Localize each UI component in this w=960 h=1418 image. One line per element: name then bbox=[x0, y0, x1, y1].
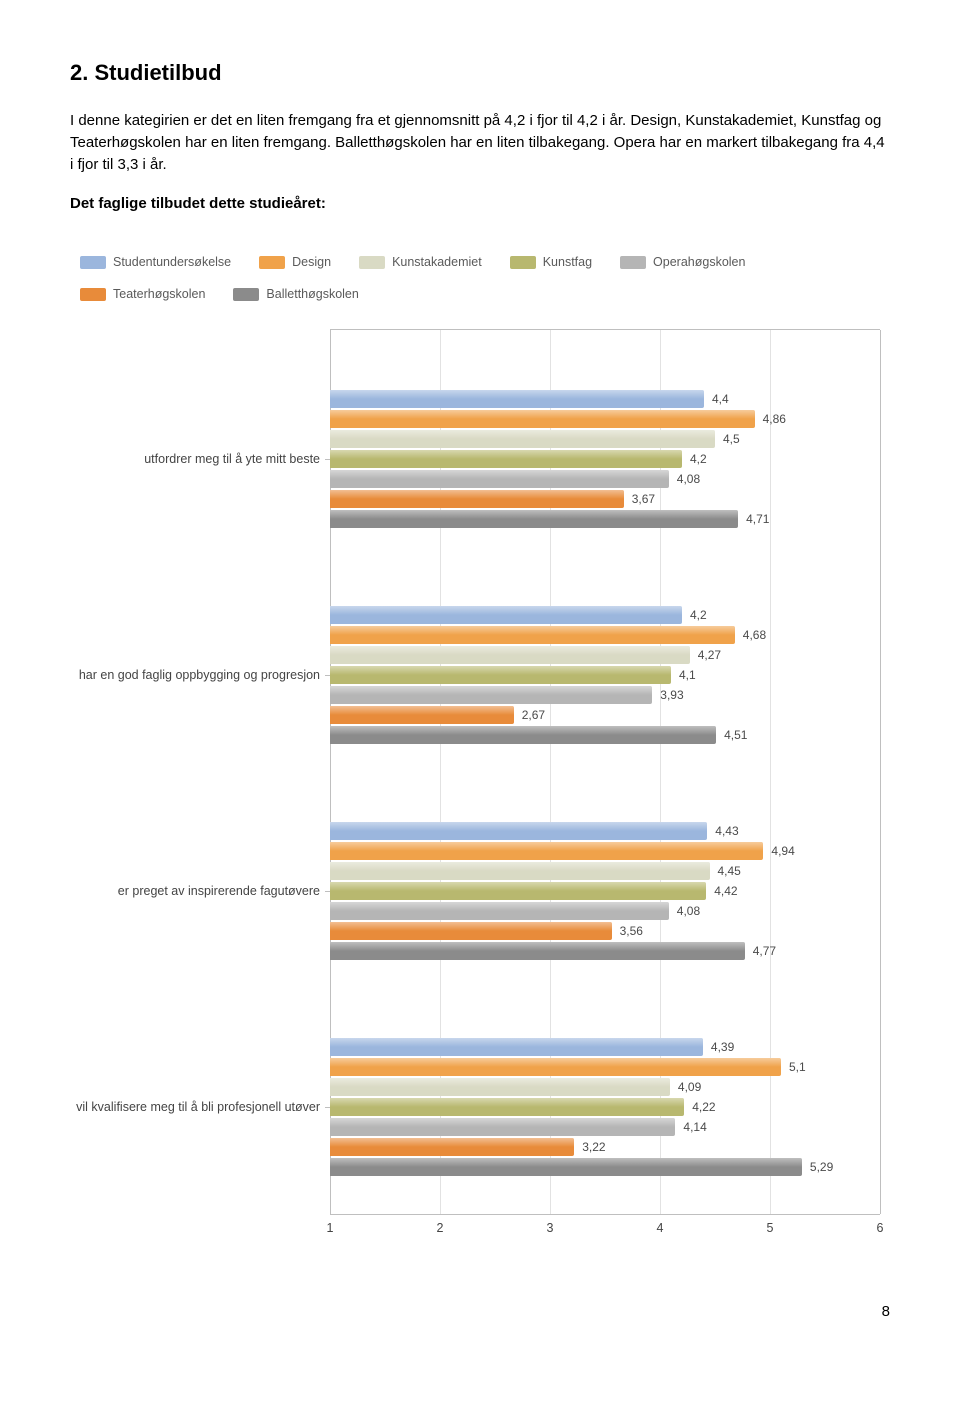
bar: 4,2 bbox=[330, 450, 682, 468]
bar: 4,86 bbox=[330, 410, 755, 428]
x-tick-label: 3 bbox=[547, 1221, 554, 1235]
chart-x-axis: 123456 bbox=[330, 1215, 880, 1243]
bar-value-label: 4,71 bbox=[738, 512, 769, 526]
legend-label: Operahøgskolen bbox=[653, 255, 745, 269]
bar-group: utfordrer meg til å yte mitt beste4,44,8… bbox=[330, 390, 880, 530]
chart-container: Studentundersøkelse Design Kunstakademiet K… bbox=[70, 255, 890, 1243]
chart-legend: Studentundersøkelse Design Kunstakademiet K… bbox=[80, 255, 890, 301]
bar-value-label: 5,1 bbox=[781, 1060, 806, 1074]
bar-value-label: 3,56 bbox=[612, 924, 643, 938]
x-tick-label: 5 bbox=[767, 1221, 774, 1235]
legend-item: Teaterhøgskolen bbox=[80, 287, 205, 301]
bar: 4,45 bbox=[330, 862, 710, 880]
legend-item: Balletthøgskolen bbox=[233, 287, 358, 301]
bar: 2,67 bbox=[330, 706, 514, 724]
section-heading: 2. Studietilbud bbox=[70, 60, 890, 86]
bar: 4,51 bbox=[330, 726, 716, 744]
bar-value-label: 4,08 bbox=[669, 904, 700, 918]
legend-swatch bbox=[80, 288, 106, 301]
category-label: har en god faglig oppbygging og progresj… bbox=[70, 668, 330, 682]
legend-label: Design bbox=[292, 255, 331, 269]
legend-item: Kunstfag bbox=[510, 255, 592, 269]
bar: 3,93 bbox=[330, 686, 652, 704]
bar: 4,94 bbox=[330, 842, 763, 860]
bar-value-label: 3,22 bbox=[574, 1140, 605, 1154]
bar-value-label: 4,86 bbox=[755, 412, 786, 426]
bar-value-label: 5,29 bbox=[802, 1160, 833, 1174]
bar: 5,29 bbox=[330, 1158, 802, 1176]
bar: 4,27 bbox=[330, 646, 690, 664]
x-tick-label: 1 bbox=[327, 1221, 334, 1235]
bar-value-label: 4,4 bbox=[704, 392, 729, 406]
bar-value-label: 2,67 bbox=[514, 708, 545, 722]
bar: 4,09 bbox=[330, 1078, 670, 1096]
bar: 4,14 bbox=[330, 1118, 675, 1136]
bar-value-label: 4,51 bbox=[716, 728, 747, 742]
bar: 4,22 bbox=[330, 1098, 684, 1116]
legend-label: Balletthøgskolen bbox=[266, 287, 358, 301]
legend-item: Kunstakademiet bbox=[359, 255, 482, 269]
bar-value-label: 4,09 bbox=[670, 1080, 701, 1094]
bar-group: har en god faglig oppbygging og progresj… bbox=[330, 606, 880, 746]
legend-item: Design bbox=[259, 255, 331, 269]
bar-value-label: 3,93 bbox=[652, 688, 683, 702]
bar-value-label: 4,2 bbox=[682, 452, 707, 466]
bar-value-label: 4,39 bbox=[703, 1040, 734, 1054]
bar: 4,77 bbox=[330, 942, 745, 960]
legend-label: Kunstfag bbox=[543, 255, 592, 269]
legend-swatch bbox=[510, 256, 536, 269]
bar: 3,67 bbox=[330, 490, 624, 508]
bar-group: er preget av inspirerende fagutøvere4,43… bbox=[330, 822, 880, 962]
bar: 4,43 bbox=[330, 822, 707, 840]
bar-value-label: 4,45 bbox=[710, 864, 741, 878]
legend-label: Studentundersøkelse bbox=[113, 255, 231, 269]
legend-swatch bbox=[233, 288, 259, 301]
bar: 4,08 bbox=[330, 902, 669, 920]
bar-value-label: 4,08 bbox=[669, 472, 700, 486]
x-tick-label: 4 bbox=[657, 1221, 664, 1235]
bar: 4,39 bbox=[330, 1038, 703, 1056]
bar-group: vil kvalifisere meg til å bli profesjone… bbox=[330, 1038, 880, 1178]
intro-paragraph: I denne kategirien er det en liten fremg… bbox=[70, 110, 890, 175]
bar-value-label: 4,94 bbox=[763, 844, 794, 858]
x-tick-label: 2 bbox=[437, 1221, 444, 1235]
bar-value-label: 4,68 bbox=[735, 628, 766, 642]
bar-value-label: 4,27 bbox=[690, 648, 721, 662]
bar-value-label: 4,14 bbox=[675, 1120, 706, 1134]
legend-swatch bbox=[259, 256, 285, 269]
bar-value-label: 4,77 bbox=[745, 944, 776, 958]
legend-item: Studentundersøkelse bbox=[80, 255, 231, 269]
legend-label: Teaterhøgskolen bbox=[113, 287, 205, 301]
legend-swatch bbox=[620, 256, 646, 269]
bar: 4,5 bbox=[330, 430, 715, 448]
bar-value-label: 3,67 bbox=[624, 492, 655, 506]
page-number: 8 bbox=[70, 1303, 890, 1320]
bar: 4,42 bbox=[330, 882, 706, 900]
bar: 5,1 bbox=[330, 1058, 781, 1076]
legend-label: Kunstakademiet bbox=[392, 255, 482, 269]
category-label: vil kvalifisere meg til å bli profesjone… bbox=[70, 1100, 330, 1114]
bar: 3,56 bbox=[330, 922, 612, 940]
bar: 4,2 bbox=[330, 606, 682, 624]
sub-heading: Det faglige tilbudet dette studieåret: bbox=[70, 193, 890, 215]
bar: 4,4 bbox=[330, 390, 704, 408]
bar: 4,08 bbox=[330, 470, 669, 488]
bar-value-label: 4,5 bbox=[715, 432, 740, 446]
legend-swatch bbox=[359, 256, 385, 269]
bar-value-label: 4,2 bbox=[682, 608, 707, 622]
bar: 3,22 bbox=[330, 1138, 574, 1156]
bar-value-label: 4,43 bbox=[707, 824, 738, 838]
category-label: er preget av inspirerende fagutøvere bbox=[70, 884, 330, 898]
bar: 4,68 bbox=[330, 626, 735, 644]
legend-swatch bbox=[80, 256, 106, 269]
bar-value-label: 4,42 bbox=[706, 884, 737, 898]
chart-plot-area: utfordrer meg til å yte mitt beste4,44,8… bbox=[330, 329, 880, 1215]
category-label: utfordrer meg til å yte mitt beste bbox=[70, 452, 330, 466]
bar: 4,1 bbox=[330, 666, 671, 684]
bar-value-label: 4,1 bbox=[671, 668, 696, 682]
bar: 4,71 bbox=[330, 510, 738, 528]
bar-value-label: 4,22 bbox=[684, 1100, 715, 1114]
x-tick-label: 6 bbox=[877, 1221, 884, 1235]
legend-item: Operahøgskolen bbox=[620, 255, 745, 269]
